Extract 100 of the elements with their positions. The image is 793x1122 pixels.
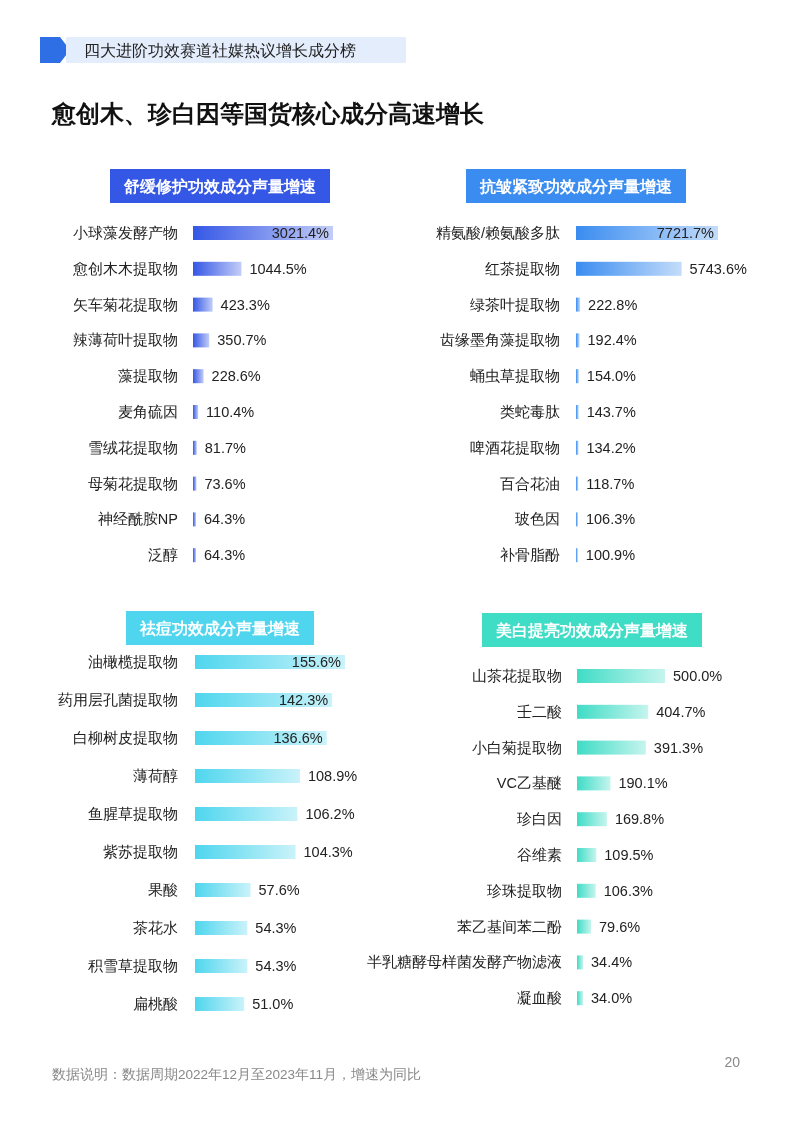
data-label: 81.7% [204, 439, 247, 456]
y-tick-label: 愈创木木提取物 [72, 260, 178, 277]
data-label: 118.7% [586, 475, 635, 492]
y-tick-label: 雪绒花提取物 [88, 439, 178, 456]
bar [577, 955, 584, 970]
y-tick-label: 珍白因 [517, 811, 562, 828]
data-label: 1044.5% [249, 260, 307, 277]
data-label: 64.3% [203, 547, 246, 564]
bar [193, 405, 199, 419]
y-tick-label: 珍珠提取物 [487, 882, 562, 899]
chart-title: 抗皱紧致功效成分声量增速 [479, 178, 673, 195]
y-tick-label: 麦角硫因 [118, 404, 178, 420]
bar [577, 848, 597, 862]
chart-title: 祛痘功效成分声量增速 [139, 620, 301, 637]
data-label: 154.0% [586, 368, 637, 385]
data-label: 106.3% [603, 882, 653, 899]
y-tick-label: 矢车菊花提取物 [73, 296, 178, 313]
text: 20 [724, 1054, 741, 1070]
bar [577, 883, 596, 898]
y-tick-label: 蛹虫草提取物 [470, 368, 560, 385]
y-tick-label: 泛醇 [148, 547, 178, 564]
y-tick-label: 小白菊提取物 [472, 739, 562, 756]
bar [195, 807, 298, 821]
bar [577, 740, 646, 755]
y-tick-label: 壬二酸 [517, 703, 562, 720]
bar [577, 704, 649, 719]
bar [195, 959, 248, 973]
bar [193, 297, 213, 312]
text: 四大进阶功效赛道社媒热议增长成分榜 [84, 42, 356, 59]
data-label: 404.7% [656, 703, 706, 720]
bar [193, 261, 242, 276]
data-label: 57.6% [258, 882, 300, 898]
data-label: 423.3% [220, 296, 270, 313]
bar [195, 921, 248, 935]
bar [577, 669, 665, 683]
data-label: 7721.7% [656, 225, 715, 241]
y-tick-label: 红茶提取物 [485, 260, 560, 277]
y-tick-label: 油橄榄提取物 [88, 654, 178, 670]
data-label: 143.7% [586, 404, 636, 420]
y-tick-label: 玻色因 [515, 511, 560, 528]
bar [195, 769, 300, 783]
bar [576, 297, 581, 312]
y-tick-label: 小球藻发酵产物 [73, 225, 178, 241]
y-tick-label: 鱼腥草提取物 [88, 806, 178, 822]
data-label: 106.3% [585, 511, 636, 528]
data-label: 54.3% [255, 958, 297, 974]
y-tick-label: VC乙基醚 [496, 775, 562, 792]
y-tick-label: 扁桃酸 [133, 996, 178, 1012]
data-label: 228.6% [211, 368, 261, 385]
y-tick-label: 苯乙基间苯二酚 [457, 918, 562, 935]
y-tick-label: 药用层孔菌提取物 [58, 692, 178, 708]
data-label: 104.3% [303, 844, 353, 860]
y-tick-label: 辣薄荷叶提取物 [73, 332, 178, 349]
bar [193, 369, 204, 384]
data-label: 109.5% [604, 847, 654, 863]
bar [193, 440, 197, 455]
data-label: 391.3% [653, 739, 704, 756]
bar [193, 333, 210, 348]
y-tick-label: 绿茶叶提取物 [470, 296, 560, 313]
y-tick-label: 山茶花提取物 [472, 668, 562, 684]
data-label: 136.6% [273, 730, 323, 746]
text: 愈创木、珍白因等国货核心成分高速增长 [51, 100, 484, 127]
bar [577, 776, 611, 791]
y-tick-label: 白柳树皮提取物 [73, 730, 178, 746]
y-tick-label: 神经酰胺NP [97, 511, 178, 528]
bar [576, 261, 682, 276]
y-tick-label: 半乳糖酵母样菌发酵产物滤液 [367, 954, 562, 971]
y-tick-label: 百合花油 [500, 475, 560, 492]
y-tick-label: 谷维素 [517, 847, 562, 863]
data-label: 34.0% [590, 990, 633, 1007]
y-tick-label: 补骨脂酚 [500, 547, 560, 564]
y-tick-label: 齿缘墨角藻提取物 [440, 332, 560, 349]
data-label: 79.6% [599, 918, 641, 935]
data-label: 5743.6% [689, 260, 747, 277]
y-tick-label: 藻提取物 [118, 368, 178, 385]
chart-title: 美白提亮功效成分声量增速 [495, 621, 689, 639]
y-tick-label: 薄荷醇 [133, 768, 178, 784]
y-tick-label: 紫苏提取物 [103, 844, 178, 860]
data-label: 110.4% [206, 404, 255, 420]
data-label: 100.9% [585, 547, 636, 564]
data-label: 155.6% [291, 654, 342, 670]
y-tick-label: 类蛇毒肽 [500, 404, 560, 420]
data-label: 3021.4% [271, 225, 330, 241]
bar [577, 991, 583, 1006]
bar [195, 883, 251, 897]
bar [577, 919, 592, 934]
data-label: 64.3% [203, 511, 246, 528]
data-label: 500.0% [673, 668, 723, 684]
y-tick-label: 果酸 [148, 882, 178, 898]
y-tick-label: 母菊花提取物 [88, 475, 178, 492]
bar [576, 333, 580, 348]
data-label: 134.2% [586, 439, 636, 456]
bar [576, 476, 579, 491]
text: 数据说明：数据周期2022年12月至2023年11月，增速为同比 [52, 1067, 422, 1082]
bar [195, 845, 296, 859]
data-label: 34.4% [591, 954, 633, 971]
data-label: 350.7% [217, 332, 267, 349]
chart-title: 舒缓修护功效成分声量增速 [123, 178, 317, 195]
y-tick-label: 精氨酸/赖氨酸多肽 [435, 225, 560, 241]
data-label: 169.8% [614, 811, 665, 828]
